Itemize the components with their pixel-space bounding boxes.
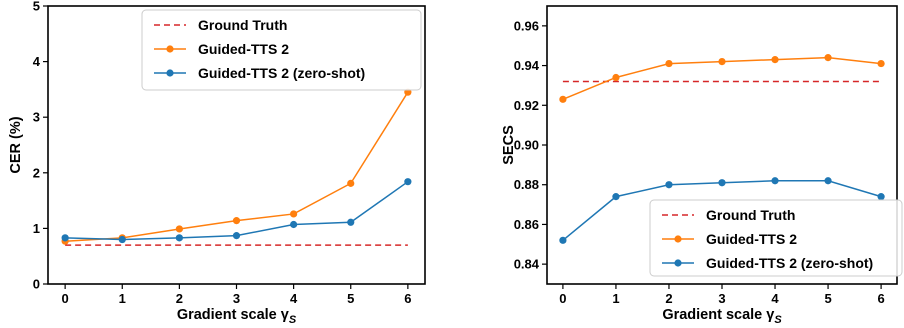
data-point bbox=[232, 232, 241, 240]
x-tick-label: 2 bbox=[665, 291, 672, 306]
legend-box bbox=[141, 9, 422, 91]
y-tick-label: 0.92 bbox=[514, 98, 539, 113]
legend-entry-label: Guided-TTS 2 (zero-shot) bbox=[198, 65, 365, 81]
data-point bbox=[61, 234, 69, 242]
y-tick-label: 0.84 bbox=[514, 257, 540, 272]
x-tick-label: 6 bbox=[877, 291, 884, 306]
legend-swatch-marker bbox=[674, 259, 682, 267]
x-tick-label: 1 bbox=[612, 291, 619, 306]
data-point bbox=[290, 210, 298, 218]
data-point bbox=[718, 58, 726, 66]
x-axis-label-main: Gradient scale γ bbox=[177, 307, 289, 323]
legend-swatch-marker bbox=[166, 45, 174, 53]
y-tick-label: 0.88 bbox=[514, 177, 539, 192]
x-tick-label: 5 bbox=[824, 291, 831, 306]
data-point bbox=[612, 73, 620, 82]
legend: Ground Truth Guided-TTS 2 Guided-TTS 2 (ze… bbox=[141, 9, 422, 91]
cer-chart: 0 1 2 3 4 5 6 0 1 2 3 4 5 Gradient scale γS CER (%) Gro… bbox=[8, 0, 426, 326]
y-tick-label: 0.90 bbox=[514, 138, 539, 153]
data-point bbox=[347, 179, 355, 187]
x-tick-label: 3 bbox=[233, 291, 240, 306]
y-tick-label: 3 bbox=[33, 110, 40, 125]
x-axis-label-subscript: S bbox=[774, 314, 782, 326]
x-tick-label: 6 bbox=[404, 291, 411, 306]
x-tick-label: 4 bbox=[771, 291, 779, 306]
x-tick-label: 2 bbox=[176, 291, 183, 306]
data-point bbox=[175, 234, 183, 242]
x-tick-label: 5 bbox=[347, 291, 354, 306]
y-tick-label: 1 bbox=[33, 221, 40, 236]
y-tick-label: 2 bbox=[33, 165, 40, 180]
data-point bbox=[559, 236, 567, 244]
legend-box bbox=[649, 199, 903, 277]
legend-swatch-marker bbox=[166, 69, 174, 77]
x-axis-label-main: Gradient scale γ bbox=[662, 307, 774, 323]
legend-entry-label: Ground Truth bbox=[706, 207, 795, 223]
data-point bbox=[232, 217, 241, 225]
data-point bbox=[175, 225, 183, 233]
data-point bbox=[118, 235, 126, 244]
x-tick-label: 3 bbox=[718, 291, 725, 306]
y-tick-label: 5 bbox=[33, 0, 40, 14]
data-point bbox=[718, 179, 726, 187]
data-point bbox=[290, 220, 298, 229]
y-tick-label: 4 bbox=[33, 54, 41, 69]
data-point bbox=[771, 56, 779, 64]
y-axis-label: SECS bbox=[501, 125, 517, 165]
data-point bbox=[824, 54, 832, 62]
legend-entry-label: Ground Truth bbox=[198, 17, 287, 33]
data-point bbox=[824, 177, 832, 185]
x-axis-label: Gradient scale γS bbox=[662, 307, 782, 326]
data-point bbox=[877, 59, 885, 68]
x-tick-label: 4 bbox=[290, 291, 298, 306]
data-point bbox=[347, 218, 355, 226]
data-point bbox=[665, 59, 673, 68]
x-axis-label-subscript: S bbox=[289, 314, 297, 326]
y-tick-label: 0.86 bbox=[514, 217, 539, 232]
data-point bbox=[877, 193, 885, 201]
series-line-guided-tts-2-zero-shot bbox=[65, 181, 409, 241]
y-tick-label: 0.96 bbox=[514, 18, 539, 33]
legend-swatch-marker bbox=[674, 235, 682, 243]
data-point bbox=[771, 177, 779, 185]
x-tick-label: 0 bbox=[62, 291, 69, 306]
data-point bbox=[559, 95, 567, 103]
secs-chart: 0 1 2 3 4 5 6 0.84 0.86 0.88 0.90 0.92 0.94 0.96 Gradi… bbox=[501, 5, 903, 326]
data-point bbox=[404, 178, 412, 186]
x-axis-label: Gradient scale γS bbox=[177, 307, 297, 326]
data-point bbox=[612, 193, 620, 201]
y-axis-label: CER (%) bbox=[8, 116, 24, 173]
legend-entry-label: Guided-TTS 2 bbox=[706, 231, 797, 247]
y-tick-label: 0 bbox=[33, 277, 40, 292]
x-tick-label: 0 bbox=[559, 291, 566, 306]
y-tick-label: 0.94 bbox=[514, 58, 540, 73]
legend: Ground Truth Guided-TTS 2 Guided-TTS 2 (ze… bbox=[649, 199, 903, 277]
data-point bbox=[665, 181, 673, 189]
x-tick-label: 1 bbox=[119, 291, 126, 306]
legend-entry-label: Guided-TTS 2 (zero-shot) bbox=[706, 255, 873, 271]
legend-entry-label: Guided-TTS 2 bbox=[198, 41, 289, 57]
